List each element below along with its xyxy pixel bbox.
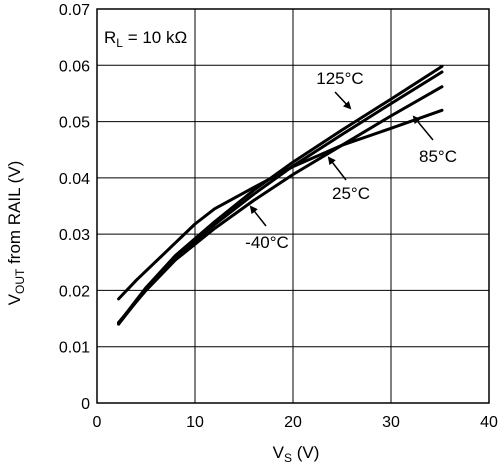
series-line-2 <box>117 85 444 324</box>
arrow-125c <box>334 91 352 110</box>
y-tick-label-4: 0.04 <box>59 171 90 188</box>
y-axis-title-main: V <box>5 293 24 305</box>
x-tick-label-0: 0 <box>93 414 102 431</box>
arrow-85c <box>412 115 434 141</box>
arrow-25c <box>327 156 347 181</box>
y-tick-label-1: 0.01 <box>59 340 90 357</box>
y-tick-label-5: 0.05 <box>59 115 90 132</box>
x-tick-label-2: 20 <box>284 414 302 431</box>
plot-frame <box>96 8 490 404</box>
arrow-m40c <box>249 205 267 227</box>
x-axis-title-main: V <box>273 443 285 462</box>
annotation-85c: 85°C <box>419 147 457 166</box>
series-group <box>117 64 444 326</box>
x-axis-title-sub: S <box>284 451 292 465</box>
y-tick-label-6: 0.06 <box>59 58 90 75</box>
y-axis-title-sub: OUT <box>13 268 27 294</box>
annotation-25c: 25°C <box>332 184 370 203</box>
tick-labels: 0 10 20 30 40 0 0.01 0.02 0.03 0.04 0.05 0.06 0.07 <box>59 2 498 431</box>
x-tick-label-3: 30 <box>382 414 400 431</box>
series-line-3 <box>117 108 444 301</box>
y-tick-label-3: 0.03 <box>59 227 90 244</box>
x-tick-label-4: 40 <box>480 414 498 431</box>
y-axis-title-rest: from RAIL (V) <box>5 161 24 269</box>
x-axis-title: VS (V) <box>273 443 320 465</box>
condition-rest: = 10 kΩ <box>123 28 187 47</box>
annotations: 125°C 85°C 25°C -40°C <box>245 69 457 252</box>
condition-sub: L <box>116 36 123 50</box>
annotation-125c: 125°C <box>316 69 363 88</box>
x-tick-label-1: 10 <box>186 414 204 431</box>
y-tick-label-7: 0.07 <box>59 2 90 19</box>
annotation-m40c: -40°C <box>245 233 289 252</box>
grid <box>96 8 490 404</box>
y-axis-title: VOUT from RAIL (V) <box>5 161 27 306</box>
y-tick-label-2: 0.02 <box>59 283 90 300</box>
x-axis-title-unit: (V) <box>292 443 319 462</box>
y-tick-label-0: 0 <box>81 396 90 413</box>
condition-main: R <box>104 28 116 47</box>
condition-label: RL = 10 kΩ <box>104 28 187 50</box>
